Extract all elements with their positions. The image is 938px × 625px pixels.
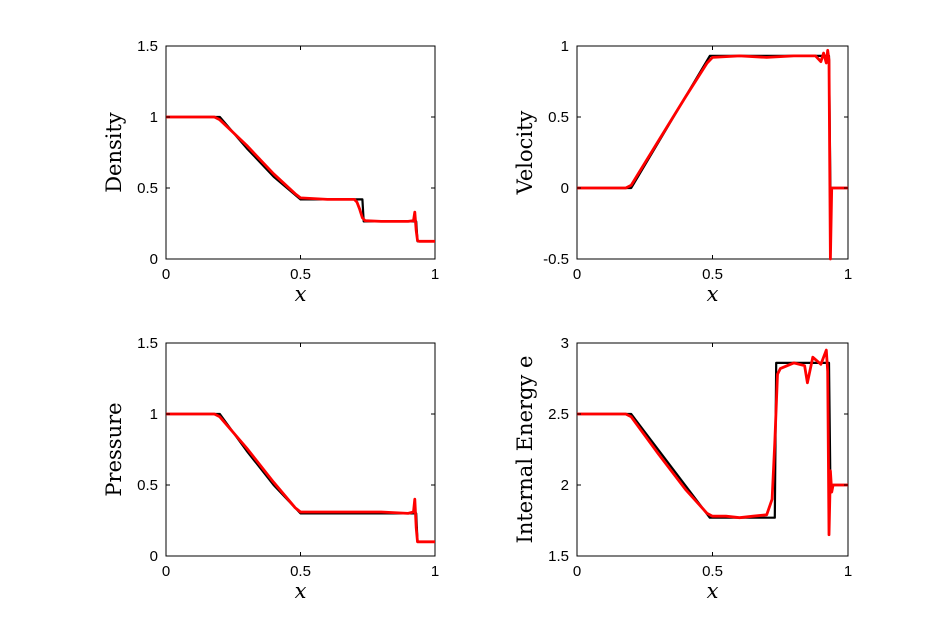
x-tick-label: 0.5 [702, 266, 723, 283]
x-axis-label: x [295, 579, 307, 603]
y-tick-label: 1.5 [137, 38, 158, 55]
y-axis-label: Density [102, 112, 126, 193]
x-tick-label: 1 [844, 266, 852, 283]
y-tick-label: 0 [150, 251, 158, 268]
numerical-series-line [166, 414, 435, 542]
density-panel: 0 0.5 1 0 0.5 1 1.5 x Density [102, 38, 439, 306]
x-tick-label: 0 [162, 563, 170, 580]
reference-series-line [577, 363, 848, 518]
x-tick-label: 0 [573, 266, 581, 283]
y-axis-label: Pressure [102, 402, 126, 496]
x-tick-label: 0.5 [290, 266, 311, 283]
y-tick-label: 0.5 [548, 109, 569, 126]
y-tick-label: -0.5 [543, 251, 569, 268]
x-axis-label: x [707, 282, 719, 306]
plot-frame [577, 46, 848, 259]
y-tick-label: 2.5 [548, 406, 569, 423]
y-tick-label: 0 [150, 548, 158, 565]
y-axis-label: Internal Energy e [513, 356, 537, 544]
plot-frame [166, 343, 435, 556]
y-tick-label: 1 [150, 406, 158, 423]
y-tick-label: 1 [150, 109, 158, 126]
reference-series-line [166, 414, 435, 542]
y-tick-label: 3 [561, 335, 569, 352]
y-tick-label: 1.5 [548, 548, 569, 565]
plot-frame [166, 46, 435, 259]
x-tick-label: 0.5 [290, 563, 311, 580]
y-tick-label: 0.5 [137, 180, 158, 197]
x-tick-label: 1 [431, 266, 439, 283]
x-axis-label: x [707, 579, 719, 603]
y-tick-label: 0 [561, 180, 569, 197]
reference-series-line [577, 56, 848, 188]
pressure-panel: 0 0.5 1 0 0.5 1 1.5 x Pressure [102, 335, 439, 603]
y-axis-label: Velocity [513, 110, 537, 195]
internal-energy-panel: 0 0.5 1 1.5 2 2.5 3 x Internal Energy e [513, 335, 852, 603]
x-tick-label: 0 [573, 563, 581, 580]
x-tick-label: 1 [431, 563, 439, 580]
numerical-series-line [577, 350, 848, 535]
numerical-series-line [577, 50, 848, 259]
x-axis-label: x [295, 282, 307, 306]
y-tick-label: 1 [561, 38, 569, 55]
y-tick-label: 0.5 [137, 477, 158, 494]
x-tick-label: 0.5 [702, 563, 723, 580]
y-tick-label: 2 [561, 477, 569, 494]
numerical-series-line [166, 117, 435, 241]
x-tick-label: 0 [162, 266, 170, 283]
x-tick-label: 1 [844, 563, 852, 580]
y-tick-label: 1.5 [137, 335, 158, 352]
